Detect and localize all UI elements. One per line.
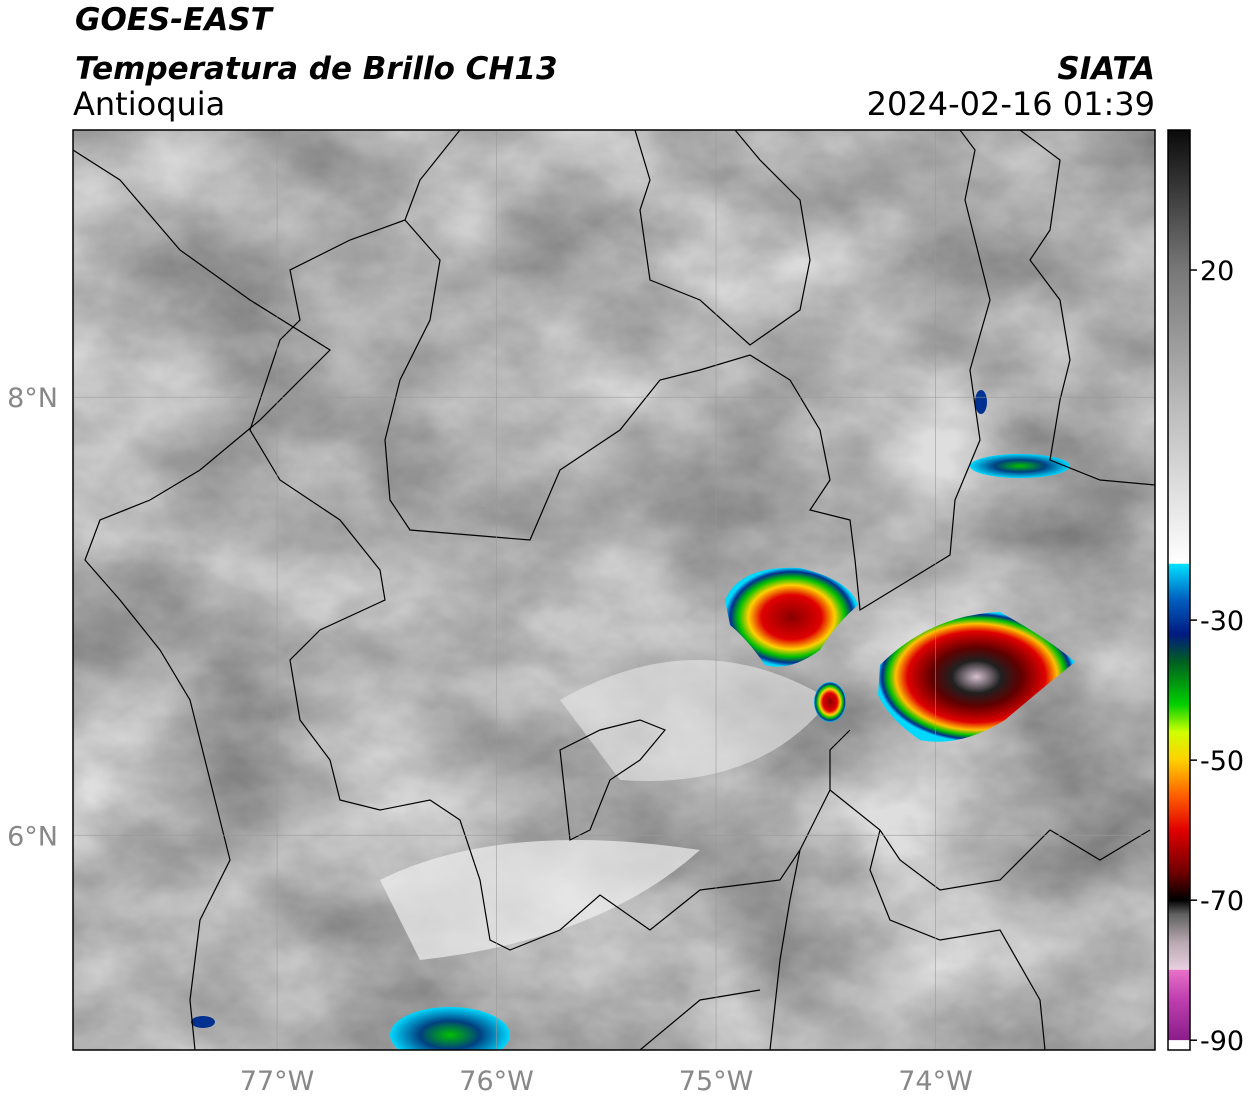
storm (390, 1007, 510, 1050)
colorbar-tick-label: -30 (1200, 606, 1244, 637)
map-frame (72, 129, 1156, 1051)
product: Temperatura de Brillo CH13 (75, 51, 558, 87)
storm (191, 1016, 215, 1028)
colorbar-tick-label: -90 (1200, 1026, 1244, 1057)
colorbar-tick-label: -50 (1200, 746, 1244, 777)
department-border (384, 130, 991, 612)
storm (814, 682, 846, 722)
datetime: 2024-02-16 01:39 (867, 85, 1155, 123)
y-tick-label: 8°N (7, 383, 58, 414)
colorbar (1167, 129, 1191, 1051)
x-tick-label: 74°W (898, 1066, 973, 1097)
storm (975, 390, 987, 414)
graticule (73, 130, 1155, 1050)
x-tick-label: 75°W (679, 1066, 754, 1097)
department-border (639, 789, 1151, 1050)
x-tick-label: 77°W (240, 1066, 315, 1097)
country-border (1019, 130, 1155, 486)
storm (725, 567, 858, 667)
colorbar-tick-label: -70 (1200, 886, 1244, 917)
municipality-border (559, 719, 666, 841)
department-border (634, 130, 811, 346)
department-border (249, 219, 851, 951)
storm (970, 454, 1070, 478)
cloud (560, 660, 830, 781)
source: SIATA (1057, 51, 1155, 87)
cloud (380, 840, 700, 960)
cloud-field (73, 130, 1155, 1050)
coastline (73, 149, 331, 1050)
satellite: GOES-EAST (75, 2, 275, 38)
y-tick-label: 6°N (7, 821, 58, 852)
x-tick-label: 76°W (459, 1066, 534, 1097)
region: Antioquia (73, 85, 225, 123)
colorbar-tick-label: 20 (1200, 256, 1234, 287)
map (73, 130, 1155, 1050)
storm (878, 612, 1075, 742)
